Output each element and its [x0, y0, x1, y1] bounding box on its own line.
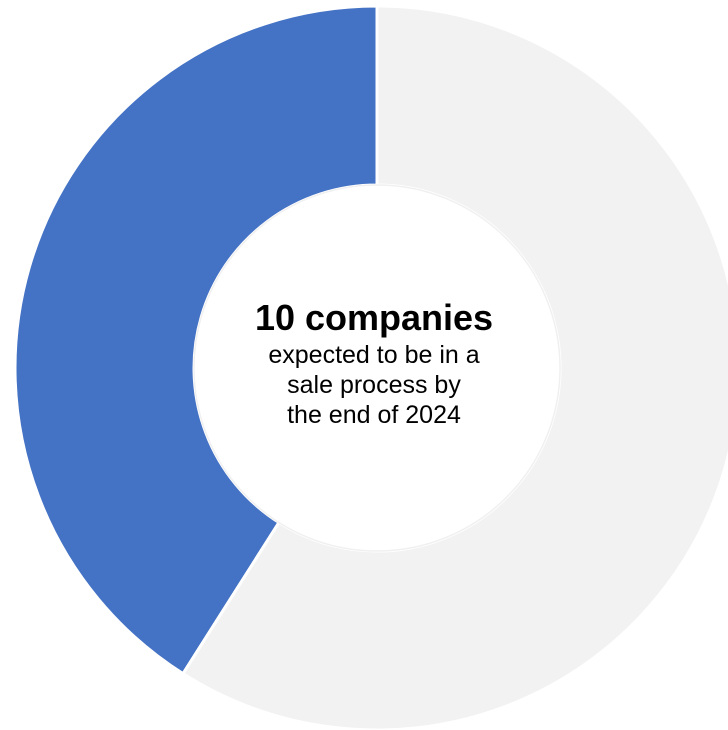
center-label: 10 companies expected to be in a sale pr… [214, 296, 534, 430]
center-line-3: the end of 2024 [287, 401, 461, 429]
donut-hole [193, 184, 561, 552]
center-line-1: expected to be in a [268, 341, 480, 369]
center-headline: 10 companies [254, 297, 494, 338]
center-line-2: sale process by [287, 371, 461, 399]
